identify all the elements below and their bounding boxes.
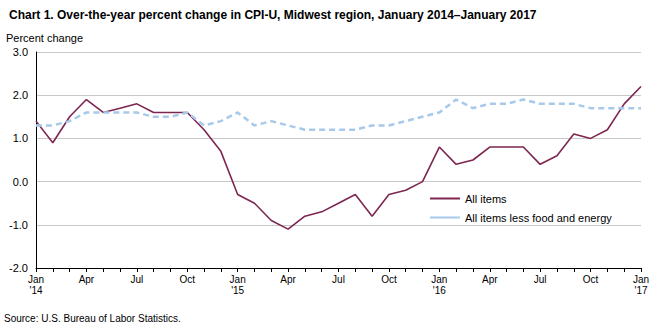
svg-text:Jul: Jul	[130, 274, 143, 285]
svg-text:-1.0: -1.0	[9, 219, 28, 231]
svg-text:Source: U.S. Bureau of Labor S: Source: U.S. Bureau of Labor Statistics.	[4, 313, 181, 324]
svg-text:Jan: Jan	[28, 274, 44, 285]
svg-text:Oct: Oct	[381, 274, 397, 285]
svg-text:1.0: 1.0	[13, 132, 28, 144]
svg-text:Percent change: Percent change	[6, 32, 83, 44]
svg-text:All items: All items	[465, 193, 507, 205]
svg-text:'16: '16	[433, 285, 446, 296]
svg-text:Oct: Oct	[179, 274, 195, 285]
svg-text:-2.0: -2.0	[9, 262, 28, 274]
svg-text:Jul: Jul	[332, 274, 345, 285]
svg-text:'14: '14	[29, 285, 42, 296]
svg-text:Apr: Apr	[482, 274, 498, 285]
svg-text:All items less food and energy: All items less food and energy	[465, 212, 612, 224]
svg-text:Jan: Jan	[633, 274, 649, 285]
svg-text:Oct: Oct	[583, 274, 599, 285]
svg-text:Apr: Apr	[280, 274, 296, 285]
svg-text:Jan: Jan	[230, 274, 246, 285]
svg-text:Apr: Apr	[79, 274, 95, 285]
svg-text:'15: '15	[231, 285, 244, 296]
svg-text:Jan: Jan	[431, 274, 447, 285]
svg-text:0.0: 0.0	[13, 176, 28, 188]
svg-text:'17: '17	[634, 285, 647, 296]
svg-text:3.0: 3.0	[13, 46, 28, 58]
svg-text:2.0: 2.0	[13, 89, 28, 101]
svg-text:Chart 1. Over-the-year percent: Chart 1. Over-the-year percent change in…	[9, 8, 537, 22]
svg-text:Jul: Jul	[534, 274, 547, 285]
